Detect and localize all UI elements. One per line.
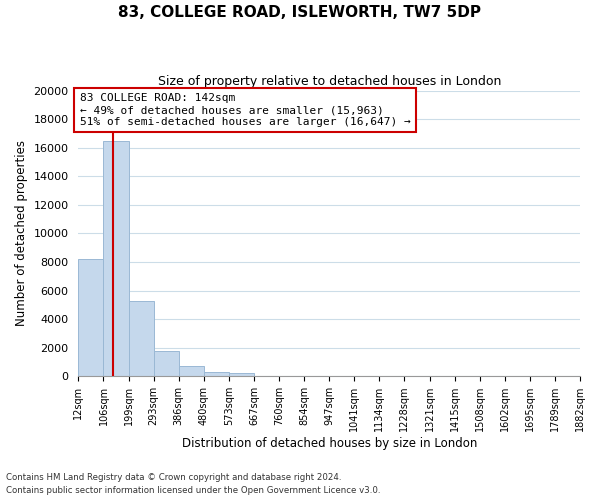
Text: 83, COLLEGE ROAD, ISLEWORTH, TW7 5DP: 83, COLLEGE ROAD, ISLEWORTH, TW7 5DP — [119, 5, 482, 20]
Title: Size of property relative to detached houses in London: Size of property relative to detached ho… — [158, 75, 501, 88]
X-axis label: Distribution of detached houses by size in London: Distribution of detached houses by size … — [182, 437, 477, 450]
Bar — [154, 351, 179, 376]
Bar — [79, 259, 103, 376]
Y-axis label: Number of detached properties: Number of detached properties — [15, 140, 28, 326]
Bar — [103, 140, 128, 376]
Bar — [204, 372, 229, 376]
Bar — [179, 366, 204, 376]
Bar — [128, 300, 154, 376]
Text: 83 COLLEGE ROAD: 142sqm
← 49% of detached houses are smaller (15,963)
51% of sem: 83 COLLEGE ROAD: 142sqm ← 49% of detache… — [80, 94, 410, 126]
Bar — [229, 374, 254, 376]
Text: Contains HM Land Registry data © Crown copyright and database right 2024.
Contai: Contains HM Land Registry data © Crown c… — [6, 474, 380, 495]
